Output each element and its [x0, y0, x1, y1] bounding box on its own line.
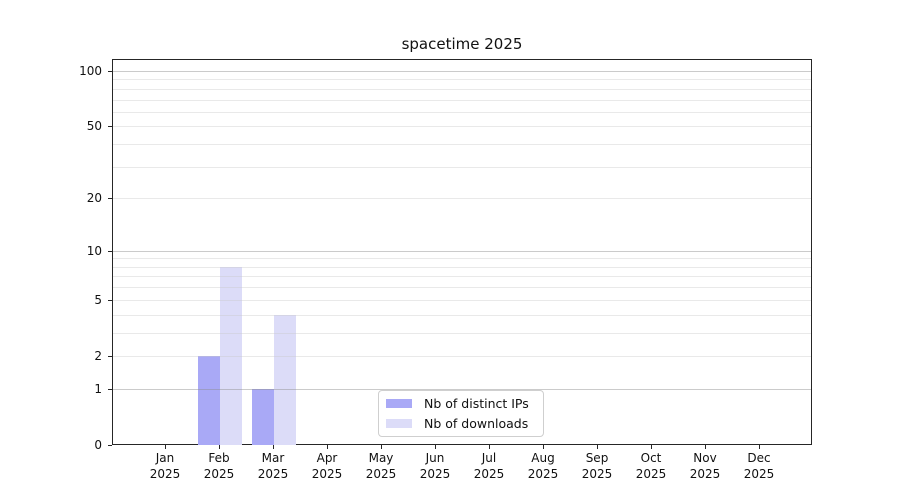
y-tick-mark — [108, 299, 112, 301]
month-label: Dec — [747, 451, 771, 465]
month-label: Sep — [585, 451, 609, 465]
y-tick-mark — [108, 445, 112, 446]
y-tick-label: 10 — [86, 243, 102, 258]
legend-label-downloads: Nb of downloads — [424, 416, 529, 431]
x-tick-label-feb: Feb 2025 — [192, 451, 246, 482]
legend-item-distinct-ips: Nb of distinct IPs — [386, 395, 535, 412]
year-label: 2025 — [689, 466, 721, 481]
minor-gridline — [113, 166, 811, 168]
y-tick-mark — [108, 388, 112, 390]
y-tick-mark — [108, 126, 112, 128]
major-gridline — [113, 388, 811, 390]
minor-gridline — [113, 198, 811, 200]
y-tick-label: 100 — [79, 63, 102, 78]
y-tick-label: 50 — [86, 119, 102, 134]
minor-gridline — [113, 332, 811, 334]
y-tick-mark — [108, 70, 112, 72]
year-label: 2025 — [527, 466, 559, 481]
x-tick-mark — [543, 445, 544, 449]
year-label: 2025 — [581, 466, 613, 481]
month-label: May — [368, 451, 394, 465]
y-tick-label: 20 — [86, 191, 102, 206]
minor-gridline — [113, 266, 811, 268]
minor-gridline — [113, 287, 811, 289]
y-tick-mark — [108, 198, 112, 200]
minor-gridline — [113, 126, 811, 128]
y-tick-mark — [108, 250, 112, 252]
legend: Nb of distinct IPs Nb of downloads — [378, 390, 544, 437]
minor-gridline — [113, 111, 811, 113]
x-tick-mark — [435, 445, 436, 449]
bar-downloads-feb — [220, 266, 242, 445]
distinct-ips-swatch-icon — [386, 399, 412, 408]
year-label: 2025 — [365, 466, 397, 481]
year-label: 2025 — [473, 466, 505, 481]
month-label: Apr — [316, 451, 338, 465]
month-label: Mar — [261, 451, 285, 465]
year-label: 2025 — [203, 466, 235, 481]
month-label: Jun — [425, 451, 445, 465]
minor-gridline — [113, 276, 811, 278]
x-tick-label-jan: Jan 2025 — [138, 451, 192, 482]
minor-gridline — [113, 79, 811, 81]
downloads-swatch-icon — [386, 419, 412, 428]
legend-label-distinct-ips: Nb of distinct IPs — [424, 396, 529, 411]
x-tick-mark — [165, 445, 166, 449]
chart-title: spacetime 2025 — [401, 35, 523, 53]
x-tick-label-mar: Mar 2025 — [246, 451, 300, 482]
x-tick-label-may: May 2025 — [354, 451, 408, 482]
x-tick-label-nov: Nov 2025 — [678, 451, 732, 482]
year-label: 2025 — [743, 466, 775, 481]
minor-gridline — [113, 88, 811, 90]
x-tick-mark — [705, 445, 706, 449]
minor-gridline — [113, 258, 811, 260]
month-label: Oct — [640, 451, 662, 465]
x-tick-mark — [651, 445, 652, 449]
x-tick-mark — [327, 445, 328, 449]
x-tick-mark — [759, 445, 760, 449]
month-label: Jan — [155, 451, 175, 465]
year-label: 2025 — [257, 466, 289, 481]
year-label: 2025 — [311, 466, 343, 481]
minor-gridline — [113, 299, 811, 301]
x-tick-label-dec: Dec 2025 — [732, 451, 786, 482]
y-tick-label: 1 — [94, 381, 102, 396]
month-label: Nov — [693, 451, 717, 465]
bar-distinct-ips-mar — [252, 388, 274, 445]
y-tick-mark — [108, 355, 112, 357]
year-label: 2025 — [149, 466, 181, 481]
minor-gridline — [113, 144, 811, 146]
y-tick-label: 5 — [94, 292, 102, 307]
month-label: Aug — [531, 451, 555, 465]
minor-gridline — [113, 314, 811, 316]
x-tick-mark — [381, 445, 382, 449]
x-tick-label-oct: Oct 2025 — [624, 451, 678, 482]
y-tick-label: 2 — [94, 348, 102, 363]
y-tick-label: 0 — [94, 438, 102, 452]
x-tick-label-aug: Aug 2025 — [516, 451, 570, 482]
x-tick-label-jul: Jul 2025 — [462, 451, 516, 482]
major-gridline — [113, 250, 811, 252]
month-label: Feb — [208, 451, 230, 465]
minor-gridline — [113, 355, 811, 357]
x-tick-label-jun: Jun 2025 — [408, 451, 462, 482]
minor-gridline — [113, 99, 811, 101]
x-tick-label-apr: Apr 2025 — [300, 451, 354, 482]
bar-downloads-mar — [274, 314, 296, 445]
major-gridline — [113, 70, 811, 72]
x-tick-mark — [489, 445, 490, 449]
year-label: 2025 — [419, 466, 451, 481]
x-tick-mark — [219, 445, 220, 449]
plot-area — [112, 59, 812, 445]
x-tick-label-sep: Sep 2025 — [570, 451, 624, 482]
x-tick-mark — [597, 445, 598, 449]
month-label: Jul — [481, 451, 497, 465]
bar-distinct-ips-feb — [198, 355, 220, 445]
legend-item-downloads: Nb of downloads — [386, 415, 535, 432]
x-tick-mark — [273, 445, 274, 449]
year-label: 2025 — [635, 466, 667, 481]
